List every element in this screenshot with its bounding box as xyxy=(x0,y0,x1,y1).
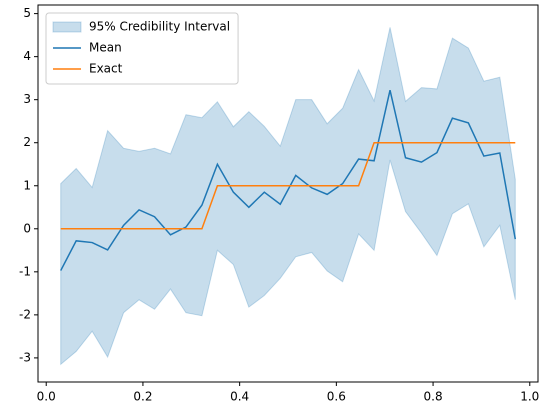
x-tick-label: 0.8 xyxy=(424,390,443,404)
legend-label: Mean xyxy=(89,41,122,55)
y-tick-label: 4 xyxy=(23,49,31,63)
y-tick-label: 2 xyxy=(23,135,31,149)
legend-label: 95% Credibility Interval xyxy=(89,20,230,34)
y-tick-label: 1 xyxy=(23,178,31,192)
series-line xyxy=(60,141,516,230)
plot-frame xyxy=(37,4,539,383)
x-tick-label: 0.0 xyxy=(37,390,56,404)
y-tick-label: -3 xyxy=(19,350,31,364)
y-tick-label: 5 xyxy=(23,6,31,20)
legend-swatch xyxy=(52,21,82,33)
legend-box xyxy=(45,12,239,85)
legend-label: Exact xyxy=(89,62,123,76)
y-tick-label: -2 xyxy=(19,307,31,321)
x-tick-label: 0.2 xyxy=(133,390,152,404)
credibility-band xyxy=(60,27,516,366)
y-tick-label: 0 xyxy=(23,221,31,235)
x-tick-label: 0.4 xyxy=(230,390,249,404)
x-tick-label: 0.6 xyxy=(327,390,346,404)
x-tick-label: 1.0 xyxy=(520,390,539,404)
y-tick-label: -1 xyxy=(19,264,31,278)
y-tick-label: 3 xyxy=(23,92,31,106)
series-line xyxy=(60,90,517,271)
